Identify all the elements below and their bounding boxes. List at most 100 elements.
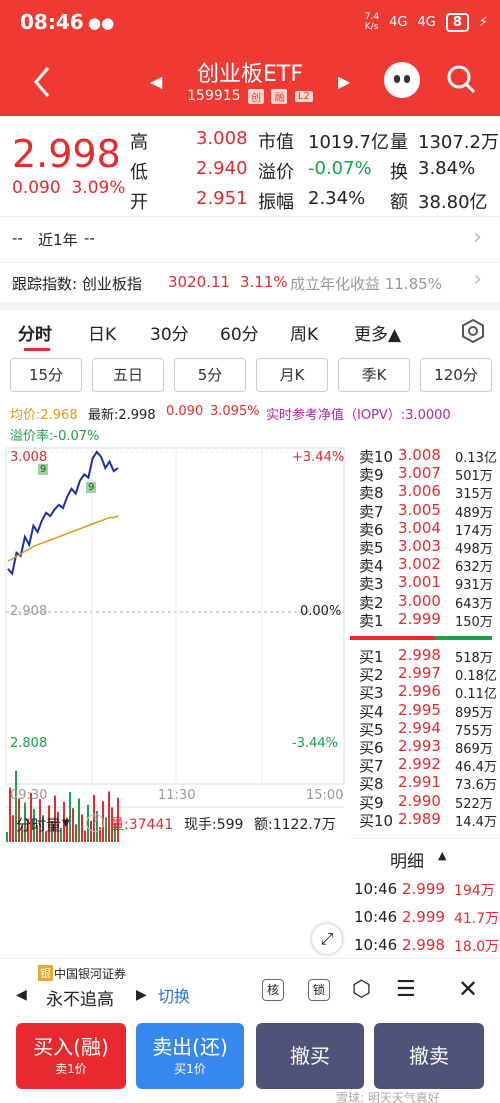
check-icon[interactable]: 核 [262,979,284,1001]
asks-row[interactable]: 卖9 3.007 501万 [353,464,500,484]
quote-value: 3.84% [418,158,476,179]
buy-sublabel: 卖1价 [55,1062,87,1076]
volume-bar [12,815,14,842]
latest-price: 最新:2.998 [88,408,156,423]
tab-daily-k[interactable]: 日K [88,325,117,345]
dropdown-caret-icon[interactable]: ▼ [62,818,70,829]
pct-bottom: -3.44% [292,736,338,751]
asks-vol: 632万 [455,560,493,576]
avg-price: 均价:2.968 [10,408,78,423]
asks-row[interactable]: 卖8 3.006 315万 [353,482,500,503]
volume-bar [105,817,107,842]
bids-row[interactable]: 买4 2.995 895万 [353,701,500,721]
fullscreen-icon[interactable]: ⤢ [312,924,342,954]
tab-weekly-k[interactable]: 周K [290,325,319,345]
series-line-1 [7,515,119,562]
volume-title[interactable]: 分时量 [16,816,62,834]
asks-pr: 3.002 [398,555,441,574]
bids-row[interactable]: 买6 2.993 869万 [353,737,500,757]
tick-price: 2.999 [402,880,445,898]
tab-intraday[interactable]: 分时 [18,325,52,345]
volume-bar [39,799,41,842]
quote-value: 2.940 [196,158,248,179]
period-monthly-k[interactable]: 月K [256,358,328,392]
quote-label: 开 [130,192,148,213]
sell-button[interactable]: 卖出(还) 买1价 [136,1023,244,1089]
asks-row[interactable]: 卖5 3.003 498万 [353,537,500,557]
hexagon-icon[interactable]: ⬡ [352,977,372,1002]
asks-row[interactable]: 卖2 3.000 643万 [353,592,500,612]
bids-row[interactable]: 买10 2.989 14.4万 [353,810,500,830]
period-5day[interactable]: 五日 [92,358,164,392]
asks-lbl: 卖7 [359,502,384,521]
bids-row[interactable]: 买7 2.992 46.4万 [353,755,500,775]
switch-link[interactable]: 切换 [158,987,191,1006]
asks-row[interactable]: 卖4 3.002 632万 [353,555,500,576]
back-arrow-icon[interactable] [30,64,54,100]
left-arrow-icon[interactable]: ◀ [16,987,27,1003]
bids-row[interactable]: 买3 2.996 0.11亿 [353,682,500,702]
prev-stock-icon[interactable]: ◀ [150,72,163,91]
volume-bar [33,808,35,842]
quote-value: 2.34% [308,188,366,209]
tick-volume: 41.7万 [454,911,500,927]
tag-rong: 融 [271,88,288,104]
cancel-buy-button[interactable]: 撤买 [256,1023,364,1089]
buy-button[interactable]: 买入(融) 卖1价 [16,1023,126,1089]
price-bottom: 2.808 [10,736,48,751]
intraday-chart[interactable]: 3.008 +3.44% 2.908 0.00% 2.808 -3.44% 09… [0,442,350,842]
asks-row[interactable]: 卖1 2.999 150万 [353,610,500,630]
change-value: 0.090 [12,178,61,198]
asks-vol: 931万 [455,578,493,594]
tracking-index-row[interactable]: 跟踪指数: 创业板指 3020.11 3.11% 成立年化收益 11.85% › [0,262,500,302]
chevron-right-icon: › [473,225,482,250]
right-arrow-icon[interactable]: ▶ [136,987,147,1003]
bids-row[interactable]: 买9 2.990 522万 [353,792,500,812]
detail-header[interactable]: 明细 ▲ [350,838,500,874]
next-stock-icon[interactable]: ▶ [338,72,351,91]
search-icon[interactable] [446,64,476,94]
asks-pr: 3.001 [398,573,441,592]
quote-label: 换 [390,162,408,183]
tick-volume: 194万 [454,883,495,899]
cancel-sell-button[interactable]: 撤卖 [374,1023,484,1089]
asks-row[interactable]: 卖3 3.001 931万 [353,573,500,594]
help-icon[interactable]: ? [86,814,104,832]
lock-icon[interactable]: 锁 [308,979,330,1001]
pct-top: +3.44% [292,450,345,465]
watermark: 雪球: 明天天气真好 [336,1091,440,1103]
settings-hex-icon[interactable] [460,318,486,344]
latest-change: 0.090 [166,404,204,419]
bids-pr: 2.994 [398,718,441,737]
tab-30min[interactable]: 30分 [150,325,189,345]
bids-row[interactable]: 买2 2.997 0.18亿 [353,664,500,684]
volume-bar [99,827,101,842]
volume-bar [81,814,83,842]
period-5min[interactable]: 5分 [174,358,246,392]
tab-60min[interactable]: 60分 [220,325,259,345]
asks-row[interactable]: 卖6 3.004 174万 [353,519,500,539]
assistant-robot-icon[interactable] [384,62,420,98]
time-start: 09:30 [10,788,48,803]
period-quarterly-k[interactable]: 季K [338,358,410,392]
close-icon[interactable]: ✕ [458,975,479,1003]
quote-value: 1307.2万 [418,132,499,153]
tracking-pct: 3.11% [240,273,288,291]
active-tab-underline [24,348,50,351]
period-15min[interactable]: 15分 [10,358,82,392]
asks-lbl: 卖8 [359,484,384,503]
asks-pr: 3.007 [398,464,441,483]
asks-row[interactable]: 卖7 3.005 489万 [353,501,500,521]
range-row[interactable]: -- 近1年 -- › [0,216,500,260]
volume-value: 量:37441 [110,817,174,833]
detail-label: 明细 [390,852,424,872]
period-120min[interactable]: 120分 [420,358,492,392]
bids-row[interactable]: 买5 2.994 755万 [353,718,500,739]
tab-more[interactable]: 更多▲ [354,325,402,345]
range-left: -- [12,229,23,247]
menu-icon[interactable]: ☰ [396,977,416,1002]
bids-row[interactable]: 买8 2.991 73.6万 [353,773,500,793]
asks-row[interactable]: 卖10 3.008 0.13亿 [353,446,500,466]
bids-row[interactable]: 买1 2.998 518万 [353,646,500,666]
stock-code-row: 159915 创 融 L2 [0,88,500,104]
